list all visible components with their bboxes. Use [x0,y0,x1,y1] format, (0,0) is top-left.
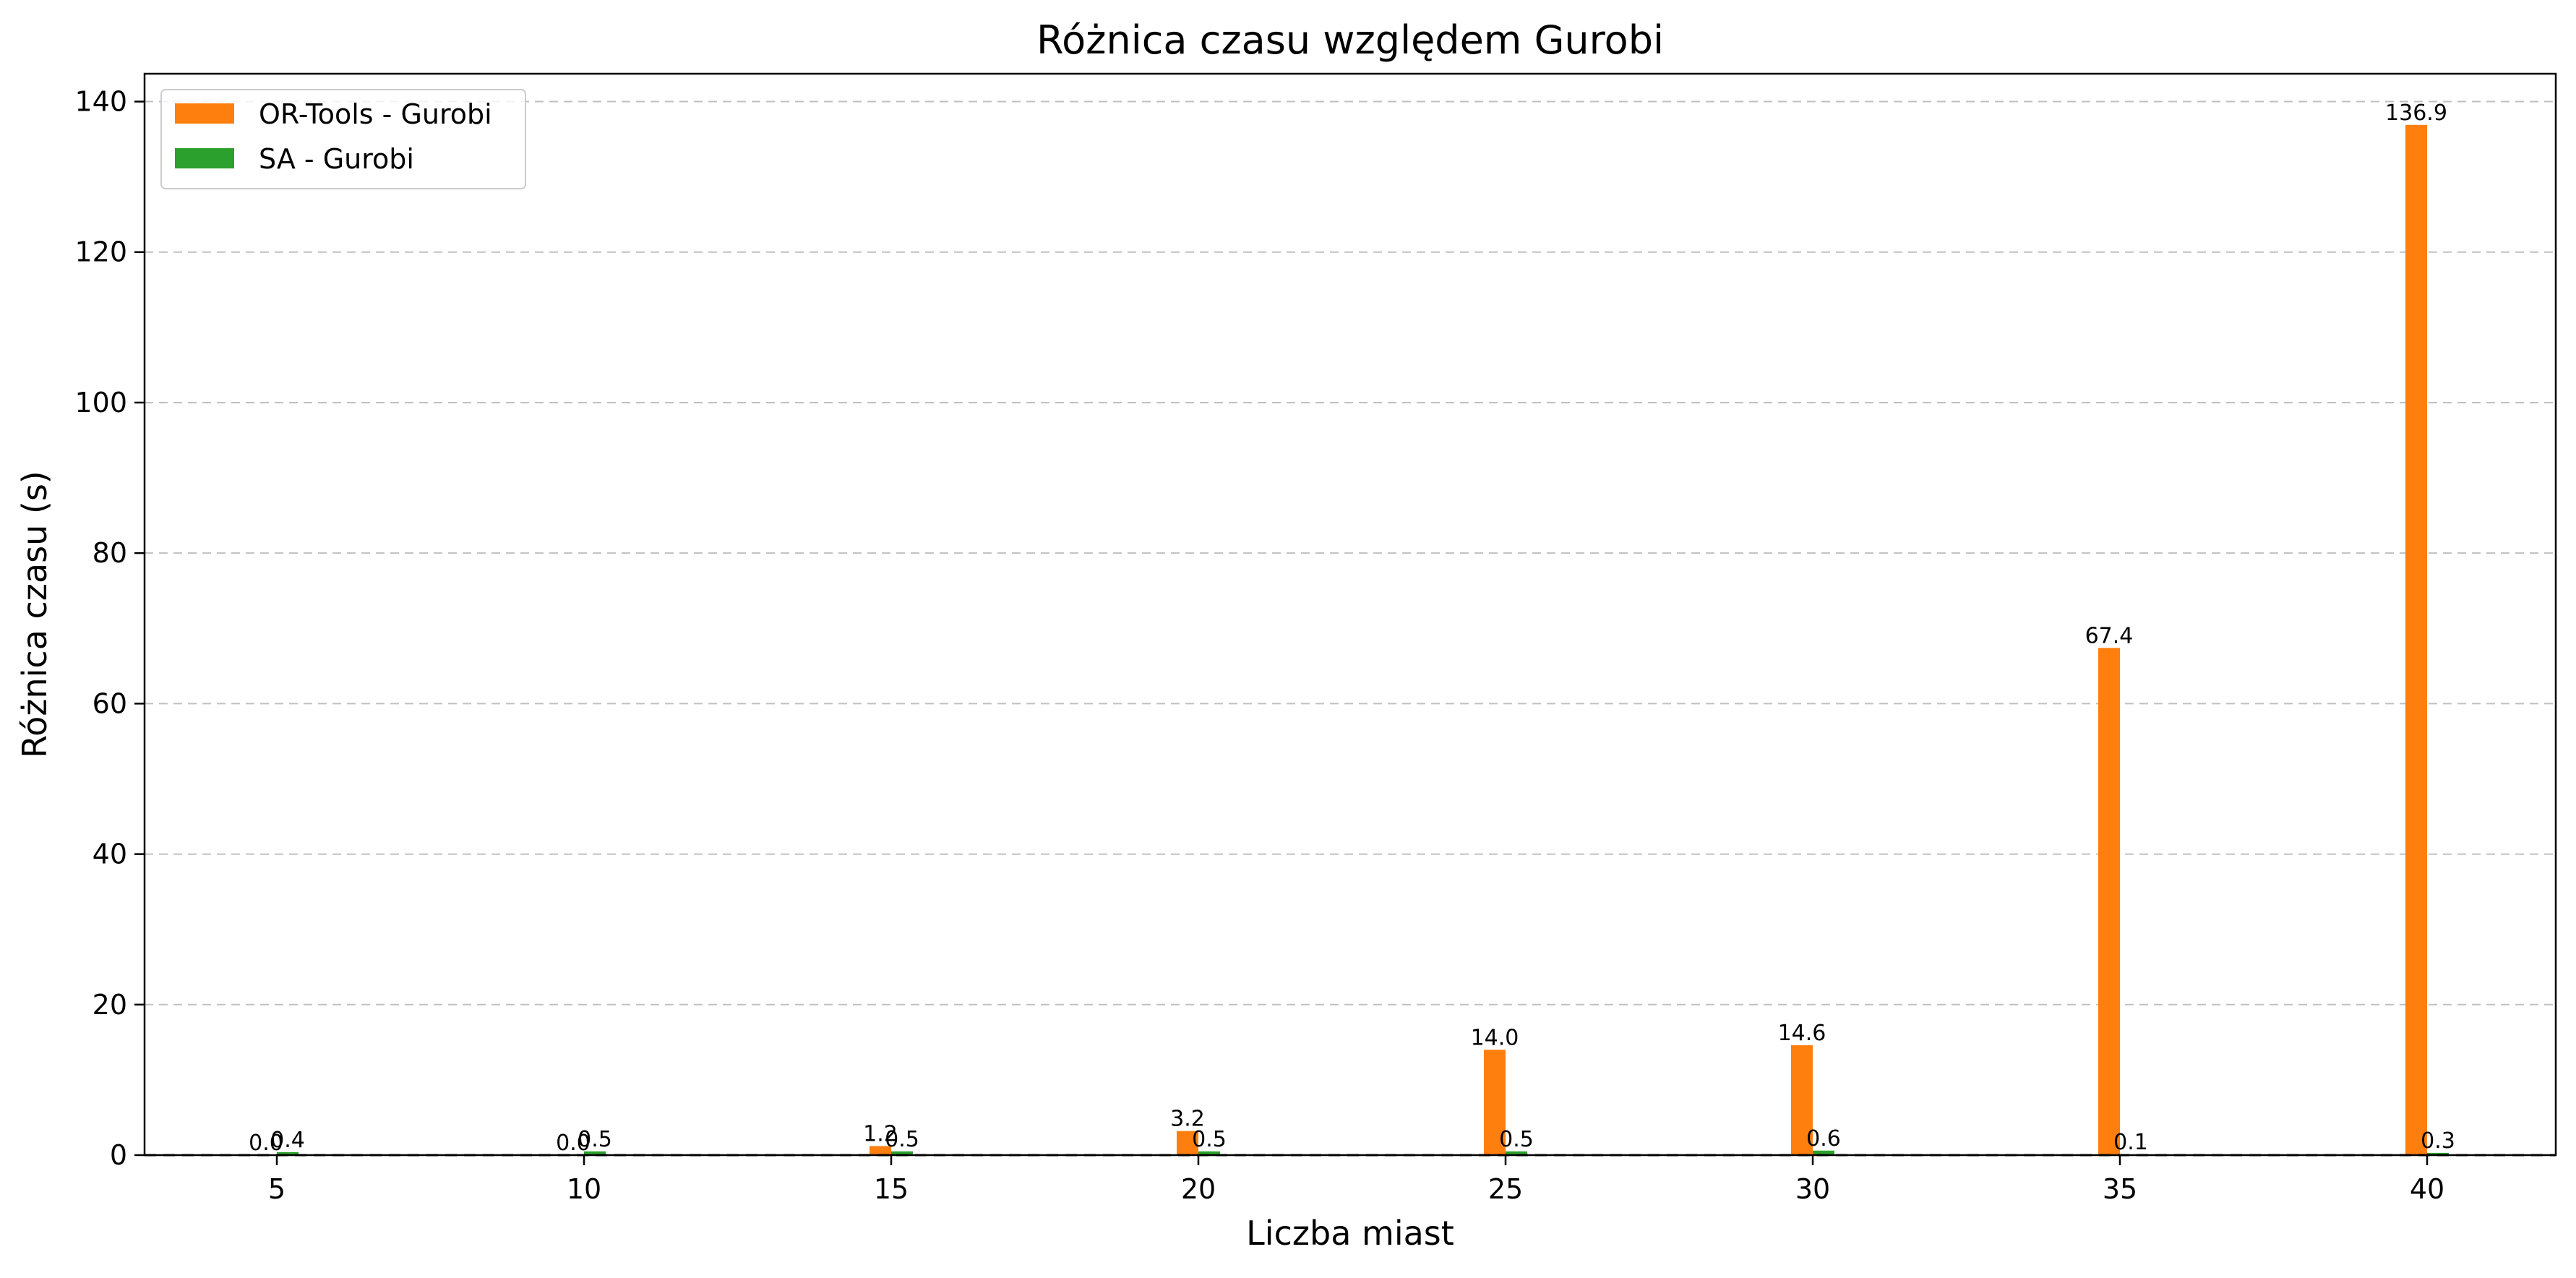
x-tick-label: 30 [1795,1173,1830,1205]
y-tick-label: 60 [93,687,127,719]
data-label-or-tools: 136.9 [2385,100,2447,126]
legend-label-sa: SA - Gurobi [259,143,414,175]
x-tick-label: 15 [874,1173,909,1205]
x-axis-label: Liczba miast [1246,1214,1454,1253]
y-tick-label: 20 [93,989,127,1021]
legend-box [160,89,526,189]
data-label-or-tools: 14.0 [1471,1025,1519,1050]
plot-area-frame [143,72,2557,1157]
data-label-sa: 0.1 [2113,1130,2148,1155]
legend-swatch-or-tools [175,103,234,124]
bar-or-tools [1484,1050,1506,1155]
x-tick-label: 20 [1181,1173,1216,1205]
data-labels: 0.0 0.0 1.2 3.2 14.0 14.6 67.4 136.9 0.4 0.5 0.5 0.… [249,100,2455,1156]
y-axis-label: Różnica czasu (s) [15,471,54,758]
bars [277,124,2449,1155]
data-label-or-tools: 3.2 [1170,1107,1205,1132]
y-tick-label: 120 [74,236,127,268]
bar-sa [1813,1150,1834,1155]
data-label-sa: 0.6 [1806,1126,1841,1152]
legend-label-or-tools: OR-Tools - Gurobi [259,98,492,130]
y-tick-label: 80 [93,537,127,569]
x-tick-label: 25 [1488,1173,1523,1205]
bar-or-tools [2405,124,2427,1155]
data-label-or-tools: 1.2 [863,1122,898,1147]
x-tick-label: 10 [567,1173,601,1205]
y-tick-label: 140 [74,86,127,118]
gridlines [145,100,2556,1005]
data-label-sa: 0.3 [2421,1128,2455,1154]
bar-sa [1198,1151,1220,1155]
data-label-or-tools: 0.0 [249,1131,283,1156]
y-tick-label: 40 [93,839,127,870]
y-tick-label: 100 [74,387,127,419]
data-label-or-tools: 14.6 [1778,1021,1826,1046]
bar-or-tools [870,1146,891,1155]
bar-sa [1506,1151,1527,1155]
bar-or-tools [1791,1045,1813,1155]
bar-or-tools [2098,648,2120,1155]
data-label-sa: 0.5 [1192,1127,1227,1152]
data-label-or-tools: 67.4 [2085,623,2134,648]
bar-sa [891,1151,913,1155]
data-label-or-tools: 0.0 [556,1131,591,1156]
y-tick-label: 0 [110,1139,127,1171]
data-label-sa: 0.5 [1499,1127,1534,1152]
bar-sa [584,1151,606,1155]
legend-swatch-sa [175,148,234,168]
data-label-sa: 0.4 [270,1128,305,1153]
x-tick-label: 40 [2410,1173,2444,1205]
data-label-sa: 0.5 [578,1127,612,1152]
axis-ticks: 0 20 40 60 80 100 120 140 5 10 15 20 25 30 35 40 [74,86,2444,1205]
bar-sa [2427,1152,2449,1155]
x-tick-label: 5 [268,1173,285,1205]
x-tick-label: 35 [2103,1173,2137,1205]
data-label-sa: 0.5 [885,1127,919,1152]
bar-or-tools [1177,1131,1198,1155]
bar-sa [277,1152,299,1155]
chart-title: Różnica czasu względem Gurobi [1036,17,1664,63]
legend: OR-Tools - Gurobi SA - Gurobi [160,89,526,189]
